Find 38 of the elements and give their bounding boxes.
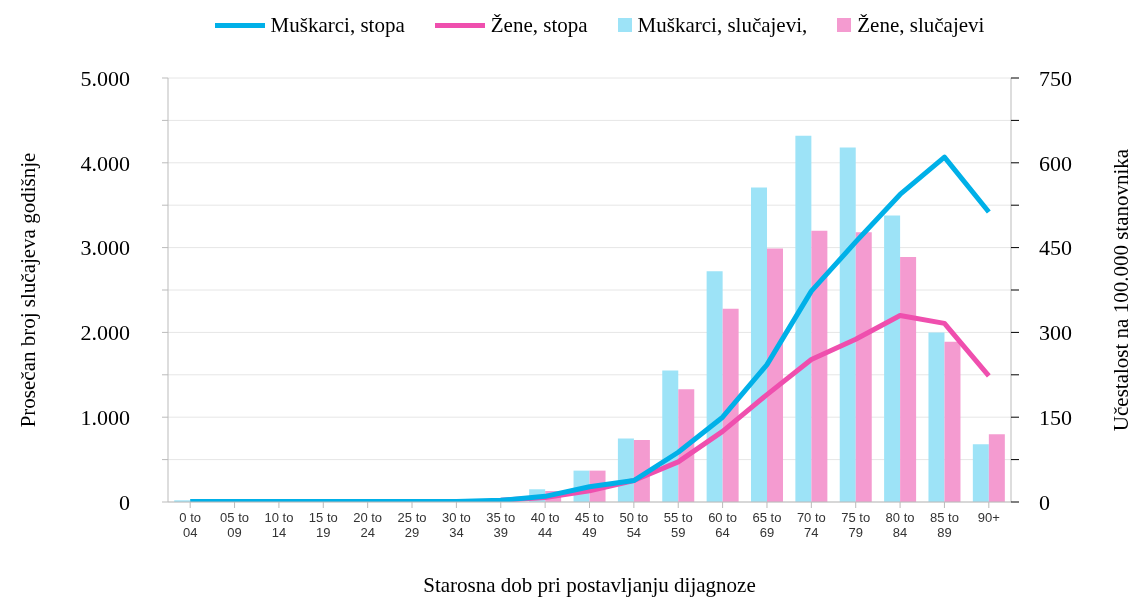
x-tick-label: 0 to 04 (179, 510, 202, 540)
y-tick-label: 0 (119, 489, 130, 515)
x-tick-label: 10 to 14 (264, 510, 294, 540)
legend-label: Žene, stopa (490, 12, 588, 38)
x-tick-label: 90+ (977, 510, 1000, 525)
y2-tick-label: 750 (1039, 65, 1072, 91)
y-tick-label: 5.000 (80, 65, 130, 91)
y-tick-label: 3.000 (80, 235, 130, 261)
x-tick-label: 65 to 69 (752, 510, 782, 540)
x-tick-label: 45 to 49 (575, 510, 604, 540)
y2-tick-label: 0 (1039, 489, 1050, 515)
x-tick-label: 55 to 59 (663, 510, 693, 540)
y2-tick-label: 300 (1039, 320, 1072, 346)
x-tick-label: 40 to 44 (530, 510, 560, 540)
x-tick-label: 05 to 09 (220, 510, 250, 540)
x-tick-label: 25 to 29 (397, 510, 427, 540)
x-tick-label: 30 to 34 (441, 510, 471, 540)
x-tick-label: 75 to 79 (841, 510, 871, 540)
x-tick-label: 50 to 54 (619, 510, 649, 540)
x-tick-label: 20 to 24 (353, 510, 383, 540)
y2-tick-label: 150 (1039, 405, 1072, 431)
y-tick-label: 2.000 (80, 320, 130, 346)
x-tick-label: 70 to 74 (796, 510, 826, 540)
y-axis-title: Prosečan broj slučajeva godišnje (16, 152, 41, 428)
x-tick-label: 80 to 84 (885, 510, 915, 540)
legend-label: Muškarci, slučajevi, (637, 12, 808, 38)
x-axis-title: Starosna dob pri postavljanju dijagnoze (423, 573, 756, 597)
legend-label: Žene, slučajevi (857, 12, 985, 38)
y-tick-label: 4.000 (80, 150, 130, 176)
x-tick-label: 15 to 19 (308, 510, 338, 540)
legend-label: Muškarci, stopa (270, 12, 405, 38)
y2-tick-label: 600 (1039, 150, 1072, 176)
x-tick-label: 35 to 39 (486, 510, 516, 540)
x-tick-label: 85 to 89 (929, 510, 959, 540)
y-tick-label: 1.000 (80, 405, 130, 431)
y2-tick-label: 450 (1039, 235, 1072, 261)
x-tick-label: 60 to 64 (708, 510, 738, 540)
y2-axis-title: Učestalost na 100.000 stanovnika (1109, 148, 1134, 432)
